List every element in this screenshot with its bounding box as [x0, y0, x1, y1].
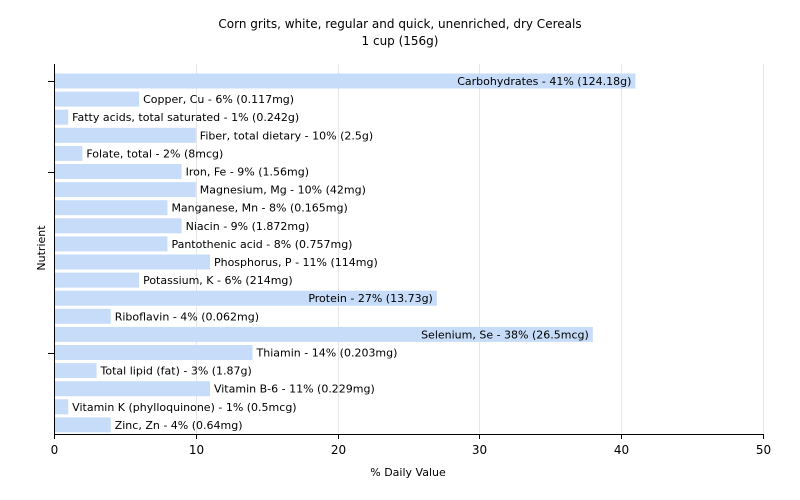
x-tick-label: 10 [189, 443, 204, 457]
bar [55, 182, 196, 198]
bar-value-label: Zinc, Zn - 4% (0.64mg) [115, 419, 243, 432]
bar-value-label: Carbohydrates - 41% (124.18g) [457, 75, 631, 88]
chart-subtitle: 1 cup (156g) [362, 34, 439, 48]
y-axis-label: Nutrient [35, 225, 48, 271]
bar [55, 272, 140, 288]
bar-value-label: Iron, Fe - 9% (1.56mg) [186, 166, 309, 179]
bar [55, 290, 437, 306]
bar [55, 345, 253, 360]
bar [55, 417, 111, 433]
bar-value-label: Thiamin - 14% (0.203mg) [256, 347, 398, 360]
bars: Carbohydrates - 41% (124.18g) Copper, Cu … [55, 73, 636, 433]
bar-value-label: Selenium, Se - 38% (26.5mcg) [421, 328, 589, 341]
x-tick-label: 30 [472, 443, 487, 457]
bar-value-label: Pantothenic acid - 8% (0.757mg) [171, 238, 352, 251]
bar [55, 236, 168, 252]
bar [55, 363, 97, 379]
bar-value-label: Vitamin B-6 - 11% (0.229mg) [214, 383, 375, 396]
x-tick-label: 40 [614, 443, 629, 457]
bar [55, 308, 111, 324]
x-tick-label: 0 [51, 443, 59, 457]
x-axis-label: % Daily Value [370, 466, 446, 479]
bar-value-label: Manganese, Mn - 8% (0.165mg) [171, 202, 347, 215]
bar-value-label: Fiber, total dietary - 10% (2.5g) [200, 129, 373, 142]
bar-value-label: Vitamin K (phylloquinone) - 1% (0.5mcg) [72, 401, 296, 414]
bar [55, 73, 636, 89]
bar [55, 399, 69, 415]
bar [55, 145, 83, 161]
bar-value-label: Folate, total - 2% (8mcg) [86, 147, 223, 160]
bar [55, 254, 210, 270]
bar [55, 200, 168, 216]
x-tick-label: 20 [331, 443, 346, 457]
bar-value-label: Fatty acids, total saturated - 1% (0.242… [72, 111, 299, 124]
axes: 0 10 20 30 40 50 [48, 64, 771, 457]
bar [55, 91, 140, 107]
bar-value-label: Niacin - 9% (1.872mg) [186, 220, 310, 233]
bar [55, 164, 182, 179]
bar-value-label: Protein - 27% (13.73g) [308, 292, 433, 305]
bar-value-label: Total lipid (fat) - 3% (1.87g) [100, 365, 252, 378]
bar [55, 127, 196, 143]
chart-title: Corn grits, white, regular and quick, un… [218, 17, 581, 31]
bar [55, 218, 182, 234]
bar-value-label: Potassium, K - 6% (214mg) [143, 274, 293, 287]
bar-value-label: Riboflavin - 4% (0.062mg) [115, 310, 259, 323]
bar [55, 381, 210, 397]
bar-value-label: Copper, Cu - 6% (0.117mg) [143, 93, 294, 106]
bar-value-label: Phosphorus, P - 11% (114mg) [214, 256, 378, 269]
grid-lines [196, 64, 764, 434]
bar [55, 326, 593, 342]
bar [55, 109, 69, 125]
x-tick-label: 50 [756, 443, 771, 457]
bar-value-label: Magnesium, Mg - 10% (42mg) [200, 184, 366, 197]
